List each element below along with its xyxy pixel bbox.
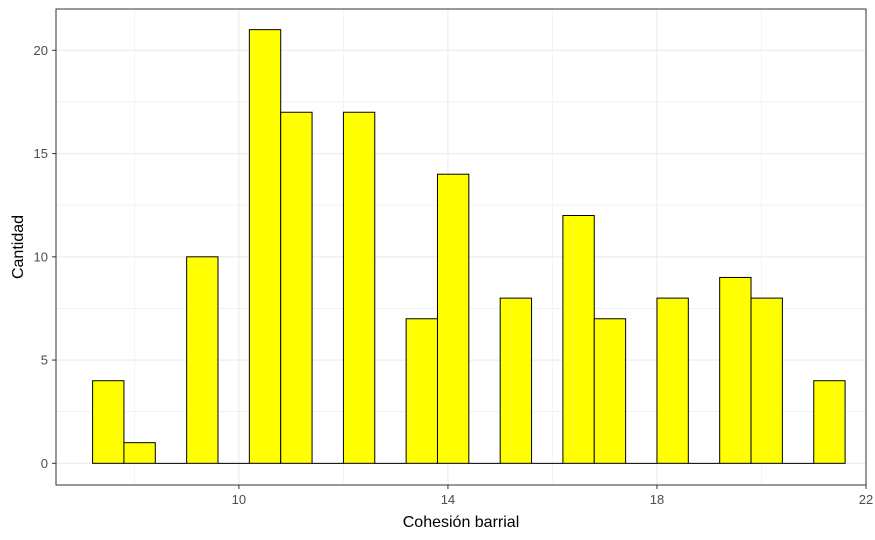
y-tick-label: 10 [34,249,48,264]
histogram-bar [248,29,282,464]
histogram-bar [436,173,470,464]
panel-border [55,8,867,486]
histogram-bars [92,29,846,464]
histogram-bar [92,380,125,464]
y-tick-label: 5 [41,353,48,368]
histogram-bar [280,111,313,464]
histogram-bar [562,215,595,464]
y-tick-label: 20 [34,43,48,58]
x-axis-title: Cohesión barrial [403,514,520,531]
y-axis-title: Cantidad [10,215,27,279]
histogram-bar [186,256,219,464]
histogram-bar [750,297,783,464]
histogram-bar [405,318,438,464]
y-tick-label: 0 [41,456,48,471]
x-tick-label: 22 [859,492,873,507]
histogram-bar [719,276,752,464]
x-tick-label: 18 [650,492,664,507]
histogram-bar [499,297,533,464]
axis-ticks: 10 14 18 22 0 5 10 15 20 [34,43,874,507]
histogram-bar [123,442,156,464]
x-tick-label: 14 [441,492,455,507]
histogram-bar [342,111,376,464]
histogram-bar [593,318,627,464]
histogram-bar [656,297,689,464]
x-tick-label: 10 [232,492,246,507]
histogram-bar [813,380,846,464]
y-tick-label: 15 [34,146,48,161]
